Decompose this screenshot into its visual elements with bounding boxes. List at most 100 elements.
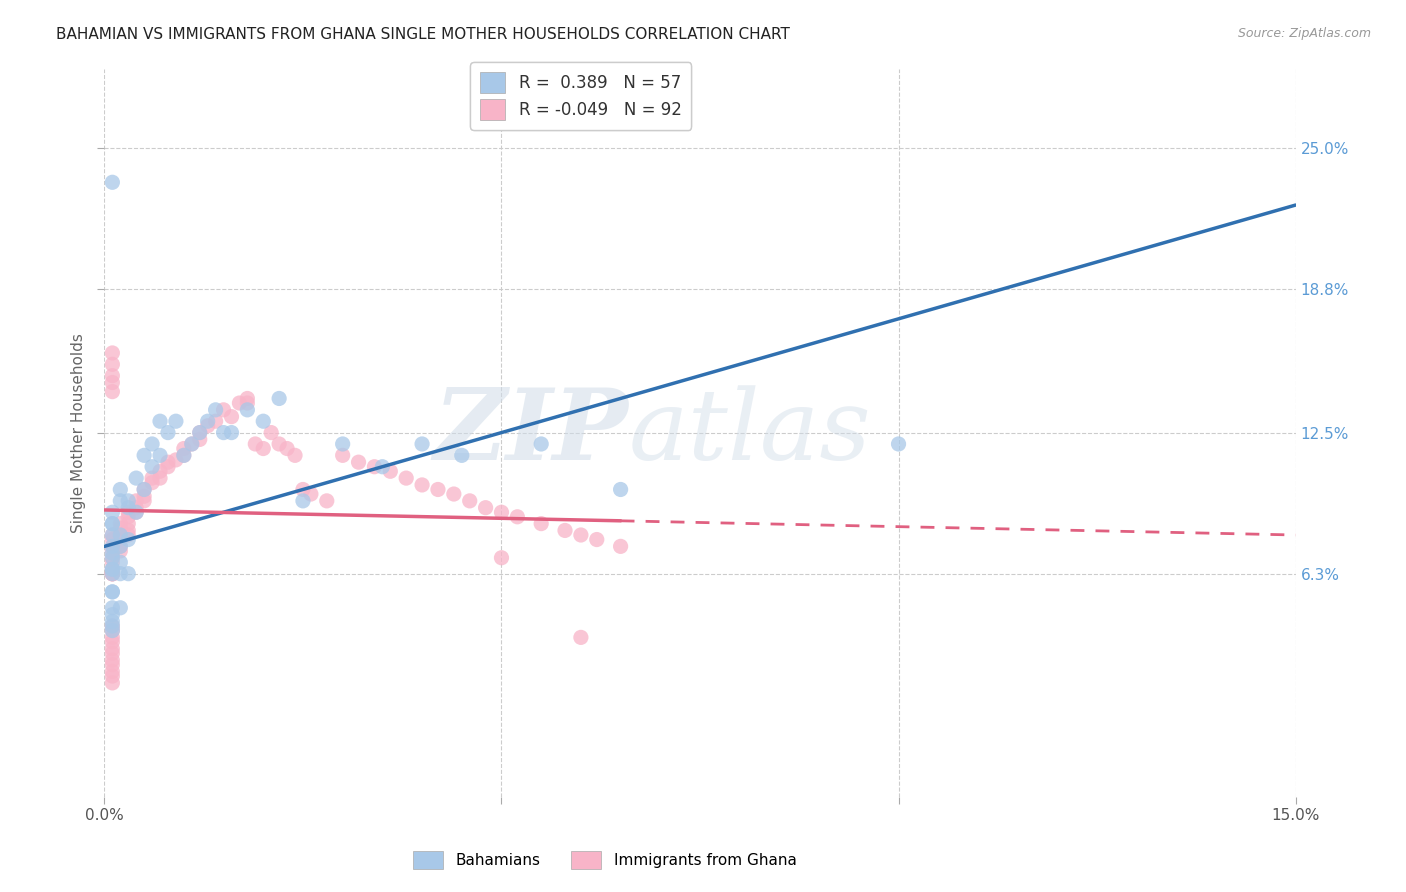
Point: [101, 566, 124, 581]
Point: [204, 402, 226, 417]
Point: [236, 396, 259, 410]
Point: [284, 448, 307, 462]
Point: [117, 516, 139, 531]
Point: [101, 175, 124, 189]
Point: [117, 494, 139, 508]
Point: [156, 455, 179, 469]
Text: ZIP: ZIP: [433, 384, 628, 481]
Point: [315, 494, 337, 508]
Point: [117, 528, 139, 542]
Point: [141, 471, 163, 485]
Point: [165, 453, 187, 467]
Point: [101, 384, 124, 399]
Point: [204, 414, 226, 428]
Point: [458, 494, 481, 508]
Point: [101, 516, 124, 531]
Point: [426, 483, 449, 497]
Point: [149, 464, 172, 478]
Point: [506, 509, 529, 524]
Point: [887, 437, 910, 451]
Point: [173, 442, 195, 456]
Point: [134, 483, 156, 497]
Point: [236, 392, 259, 406]
Point: [156, 459, 179, 474]
Point: [228, 396, 250, 410]
Point: [101, 619, 124, 633]
Point: [236, 402, 259, 417]
Point: [101, 631, 124, 645]
Point: [110, 533, 132, 547]
Point: [101, 562, 124, 576]
Point: [101, 585, 124, 599]
Point: [165, 414, 187, 428]
Point: [149, 414, 172, 428]
Point: [101, 566, 124, 581]
Point: [110, 544, 132, 558]
Point: [212, 402, 235, 417]
Y-axis label: Single Mother Households: Single Mother Households: [72, 333, 86, 533]
Point: [212, 425, 235, 440]
Point: [101, 641, 124, 656]
Point: [101, 544, 124, 558]
Point: [110, 483, 132, 497]
Point: [450, 448, 472, 462]
Point: [299, 487, 322, 501]
Point: [110, 528, 132, 542]
Point: [101, 376, 124, 390]
Point: [149, 448, 172, 462]
Point: [188, 425, 211, 440]
Point: [101, 646, 124, 660]
Point: [101, 676, 124, 690]
Point: [101, 357, 124, 371]
Point: [197, 418, 219, 433]
Point: [101, 624, 124, 638]
Point: [134, 448, 156, 462]
Point: [101, 566, 124, 581]
Point: [101, 546, 124, 560]
Point: [125, 494, 148, 508]
Point: [609, 540, 631, 554]
Text: BAHAMIAN VS IMMIGRANTS FROM GHANA SINGLE MOTHER HOUSEHOLDS CORRELATION CHART: BAHAMIAN VS IMMIGRANTS FROM GHANA SINGLE…: [56, 27, 790, 42]
Point: [245, 437, 267, 451]
Point: [491, 505, 513, 519]
Point: [101, 346, 124, 360]
Point: [101, 566, 124, 581]
Point: [101, 619, 124, 633]
Point: [173, 448, 195, 462]
Point: [347, 455, 370, 469]
Point: [125, 505, 148, 519]
Point: [569, 528, 592, 542]
Point: [371, 459, 394, 474]
Point: [569, 631, 592, 645]
Point: [101, 635, 124, 649]
Point: [101, 550, 124, 565]
Point: [141, 475, 163, 490]
Point: [221, 425, 243, 440]
Point: [134, 489, 156, 503]
Point: [101, 657, 124, 672]
Point: [188, 425, 211, 440]
Point: [117, 505, 139, 519]
Point: [269, 392, 291, 406]
Point: [110, 540, 132, 554]
Point: [101, 505, 124, 519]
Point: [156, 425, 179, 440]
Point: [134, 483, 156, 497]
Point: [117, 509, 139, 524]
Point: [101, 669, 124, 683]
Point: [110, 528, 132, 542]
Point: [332, 448, 354, 462]
Point: [117, 500, 139, 515]
Point: [149, 471, 172, 485]
Point: [443, 487, 465, 501]
Point: [395, 471, 418, 485]
Point: [411, 437, 433, 451]
Point: [110, 566, 132, 581]
Point: [291, 494, 314, 508]
Point: [110, 521, 132, 535]
Point: [110, 555, 132, 569]
Point: [134, 494, 156, 508]
Point: [101, 624, 124, 638]
Point: [276, 442, 298, 456]
Point: [585, 533, 607, 547]
